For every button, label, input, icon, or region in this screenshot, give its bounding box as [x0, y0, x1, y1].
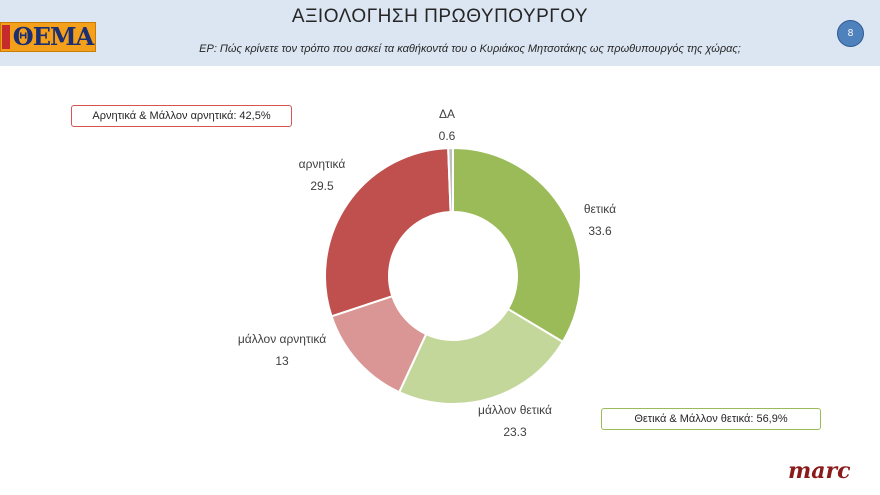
summary-negative-box: Αρνητικά & Μάλλον αρνητικά: 42,5% [71, 105, 292, 127]
page-number-badge: 8 [837, 20, 864, 47]
slice-category-label: μάλλον αρνητικά [238, 332, 326, 346]
slice-value-label: 33.6 [588, 224, 612, 238]
slice-value-label: 13 [275, 354, 289, 368]
logo-side-strip [2, 25, 10, 49]
question-subtitle: ΕΡ: Πώς κρίνετε τον τρόπο που ασκεί τα κ… [199, 43, 741, 55]
logo: ΘΕΜΑ [0, 22, 96, 52]
slice-category-label: μάλλον θετικά [478, 403, 552, 417]
summary-positive-box: Θετικά & Μάλλον θετικά: 56,9% [601, 408, 821, 430]
page-title: ΑΞΙΟΛΟΓΗΣΗ ΠΡΩΘΥΠΟΥΡΓΟΥ [291, 6, 589, 27]
donut-slice-1 [397, 307, 565, 405]
slice-value-label: 29.5 [310, 179, 334, 193]
brand-logo: marc [788, 458, 851, 484]
donut-slice-4 [447, 146, 454, 214]
slice-value-label: 0.6 [439, 129, 456, 143]
header-bar: ΘΕΜΑ ΑΞΙΟΛΟΓΗΣΗ ΠΡΩΘΥΠΟΥΡΓΟΥ ΕΡ: Πώς κρί… [0, 0, 880, 66]
slice-category-label: ΔΑ [439, 107, 455, 121]
slice-category-label: θετικά [584, 202, 616, 216]
donut-slice-3 [324, 147, 452, 318]
donut-slice-0 [452, 146, 582, 344]
logo-text: ΘΕΜΑ [12, 22, 94, 51]
slice-value-label: 23.3 [503, 425, 527, 439]
slice-category-label: αρνητικά [299, 157, 346, 171]
